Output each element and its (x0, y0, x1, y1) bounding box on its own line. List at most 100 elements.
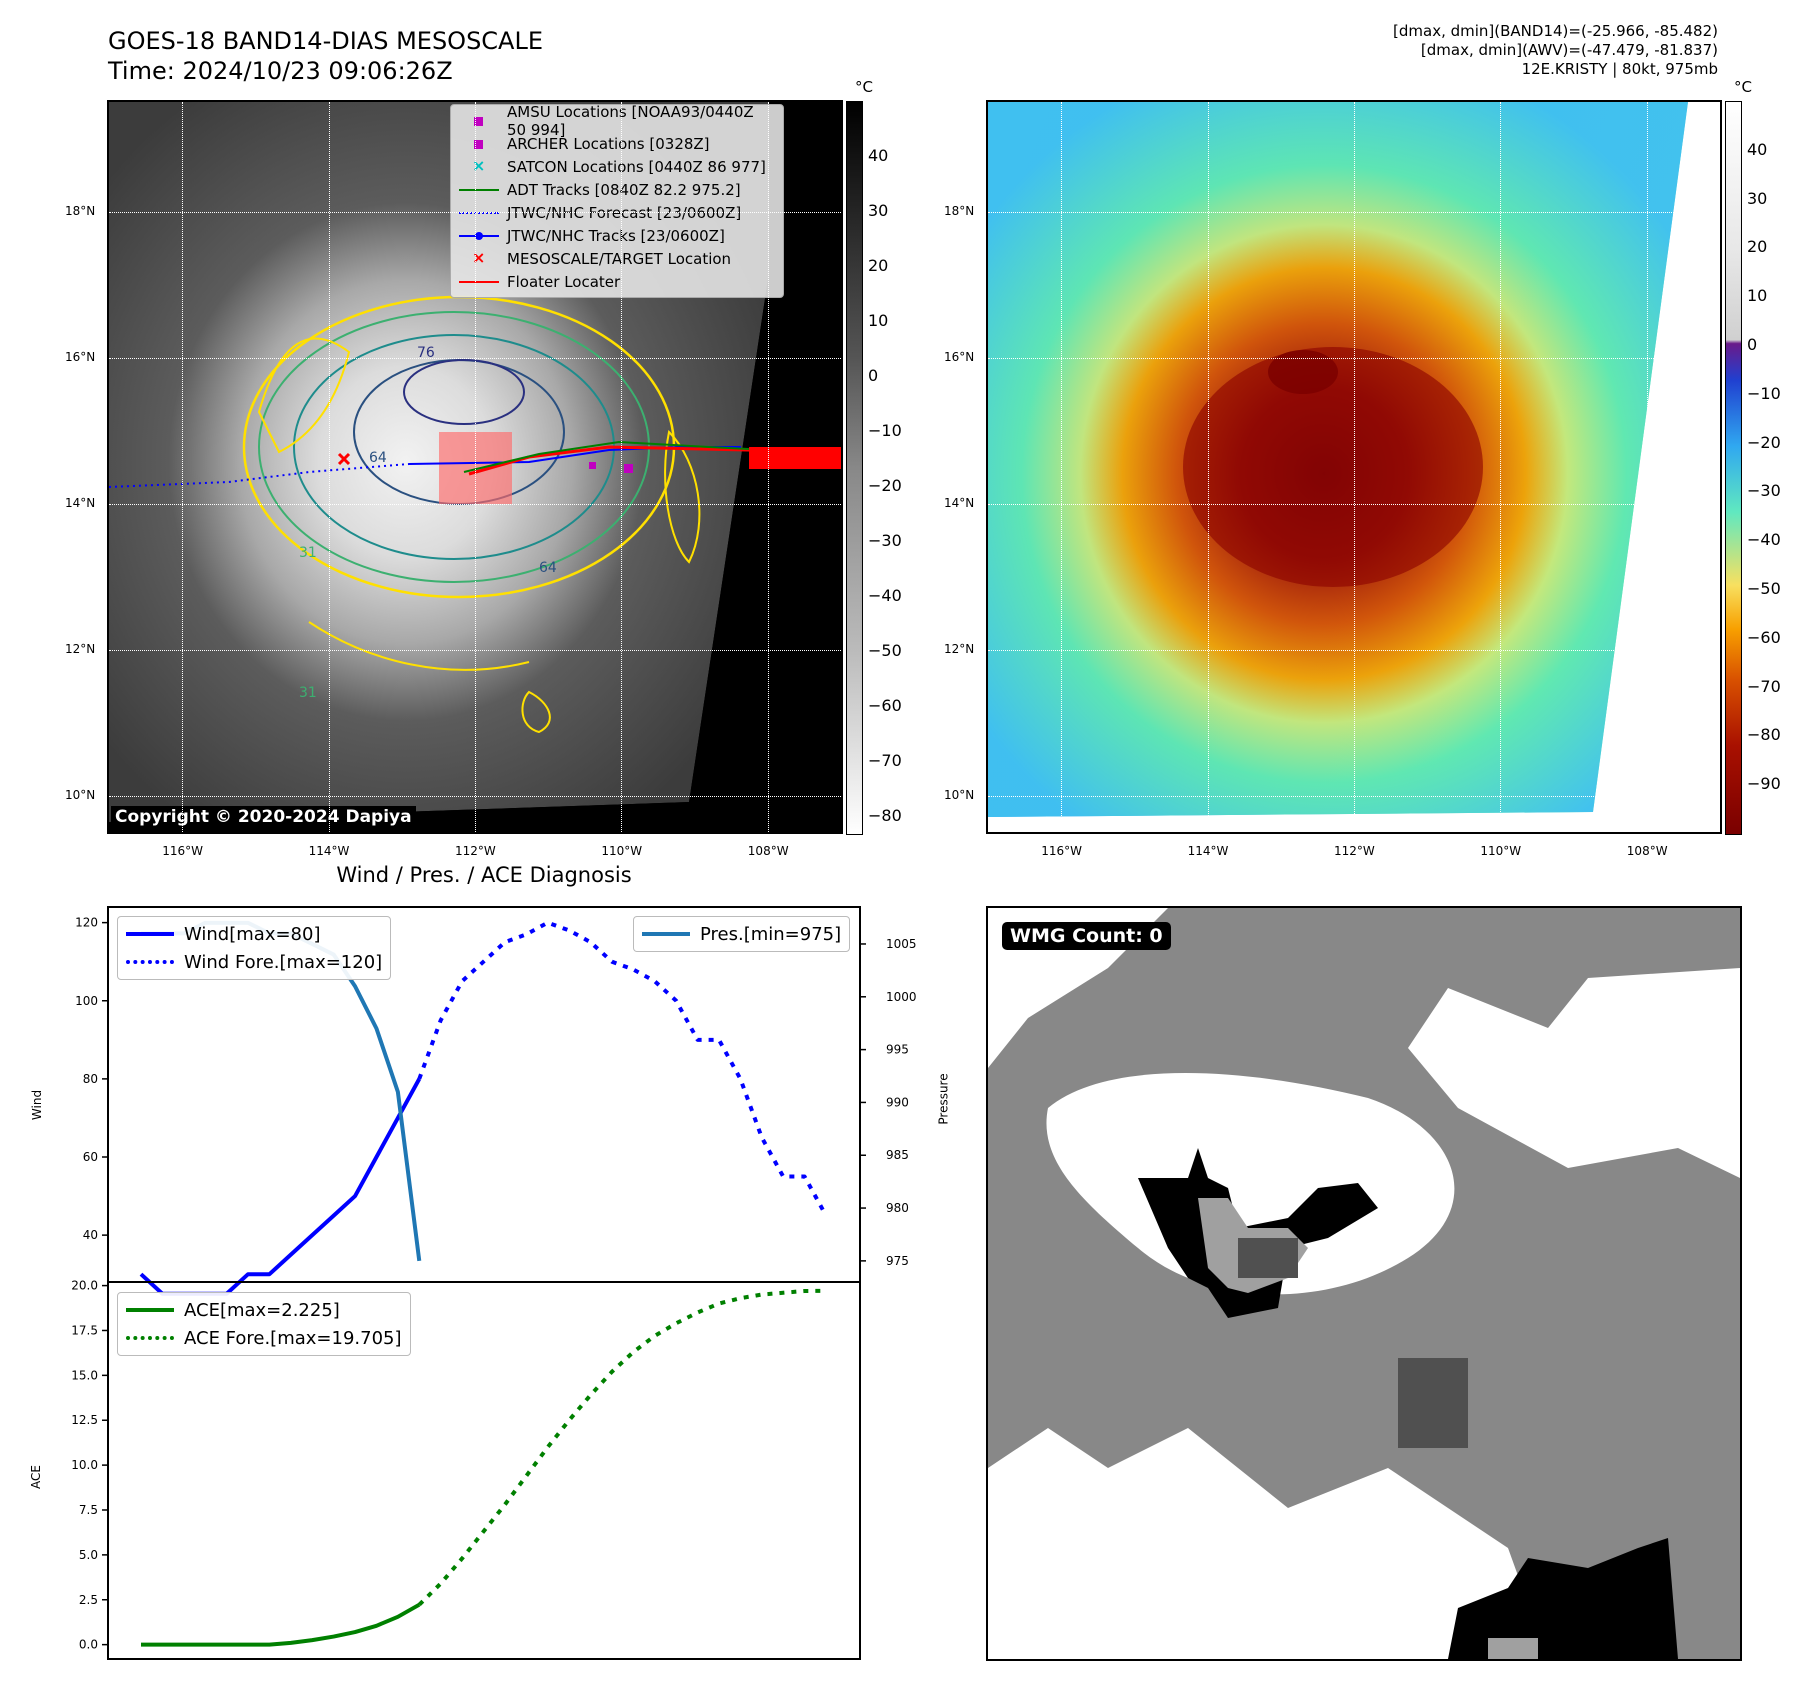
pressure-ytick-label: 990 (886, 1095, 909, 1109)
colorbar-tick-label: −30 (868, 531, 902, 551)
colorbar-tick-label: −70 (1747, 676, 1781, 696)
colorbar-tick-label: −10 (868, 421, 902, 441)
wind-ytick-label: 120 (75, 916, 98, 930)
wind-axis-label: Wind (30, 1089, 45, 1121)
ace-ytick-label: 2.5 (79, 1593, 98, 1607)
legend-marker-icon (459, 205, 499, 221)
wmg-panel: WMG Count: 0 (986, 906, 1742, 1661)
legend-label: SATCON Locations [0440Z 86 977] (507, 157, 766, 176)
ace-frame (107, 1281, 861, 1660)
copyright-label: Copyright © 2020-2024 Dapiya (111, 806, 416, 828)
legend-ace-forecast: ACE Fore.[max=19.705] (126, 1324, 402, 1352)
wind-ytick-label: 80 (83, 1072, 98, 1086)
colorbar-tick-label: −50 (868, 641, 902, 661)
legend-item: ADT Tracks [0840Z 82.2 975.2] (459, 178, 775, 201)
awv-lat-label: 12°N (944, 641, 975, 656)
stats-line-3: 12E.KRISTY | 80kt, 975mb (1521, 60, 1718, 78)
colorbar-tick-label: 0 (1747, 335, 1758, 354)
ace-series-line-1 (417, 1288, 827, 1607)
legend-label: JTWC/NHC Forecast [23/0600Z] (507, 203, 742, 222)
ace-ytick-label: 20.0 (71, 1279, 98, 1293)
ace-ytick-label: 15.0 (71, 1368, 98, 1382)
ir-map-gridlines (109, 102, 841, 832)
main-title: GOES-18 BAND14-DIAS MESOSCALE Time: 2024… (108, 26, 543, 86)
ir-lon-label: 108°W (747, 844, 789, 858)
awv-lon-label: 114°W (1187, 844, 1229, 858)
contour-label-76: 76 (417, 345, 435, 361)
colorbar-tick-label: −30 (1747, 481, 1781, 501)
ir-lat-label: 12°N (65, 641, 96, 656)
pressure-legend: Pres.[min=975] (633, 916, 851, 952)
pressure-ytick-label: 985 (886, 1148, 909, 1162)
wmg-image (988, 908, 1740, 1659)
colorbar-tick-label: 20 (868, 256, 889, 276)
contour-label-64: 64 (369, 450, 387, 466)
colorbar-tick-label: −70 (868, 751, 902, 771)
ir-lat-label: 10°N (65, 787, 96, 802)
colorbar-tick-label: 40 (1747, 139, 1768, 159)
ir-lon-gridline (621, 102, 623, 832)
ir-lon-gridline (182, 102, 184, 832)
color-colorbar-unit: °C (1734, 78, 1752, 96)
awv-lat-label: 16°N (944, 349, 975, 364)
awv-lat-label: 18°N (944, 203, 975, 218)
contour-label-31: 31 (299, 545, 317, 561)
colorbar-tick-label: −50 (1747, 579, 1781, 598)
pressure-axis-label: Pressure (936, 1073, 951, 1125)
awv-lon-label: 112°W (1334, 844, 1375, 858)
wind-ytick-label: 100 (75, 994, 98, 1008)
ir-lon-label: 114°W (308, 844, 350, 858)
colorbar-tick-label: 30 (868, 201, 889, 221)
contour-label-64b: 64 (539, 560, 557, 576)
colorbar-tick-label: 0 (868, 366, 879, 386)
awv-map-image (988, 102, 1688, 817)
colorbar-tick-label: 20 (1747, 237, 1768, 257)
colorbar-tick-label: −20 (868, 476, 902, 496)
stats-line-1: [dmax, dmin](BAND14)=(-25.966, -85.482) (1393, 22, 1718, 40)
legend-label: Floater Locater (507, 272, 621, 291)
pressure-ytick-label: 995 (886, 1043, 909, 1057)
ace-ytick-label: 10.0 (71, 1458, 98, 1472)
ace-ytick-label: 0.0 (79, 1638, 98, 1652)
ir-lat-label: 16°N (65, 349, 96, 364)
awv-lat-label: 14°N (944, 495, 975, 510)
wind-ytick-label: 40 (83, 1228, 98, 1242)
awv-lon-gridline (1500, 102, 1502, 832)
colorbar-tick-label: 40 (868, 146, 889, 166)
legend-marker-icon (459, 182, 499, 198)
colorbar-tick-label: −90 (1747, 774, 1781, 794)
legend-marker-icon (459, 113, 499, 129)
ir-lon-label: 112°W (455, 844, 496, 858)
colorbar-tick-label: −10 (1747, 383, 1781, 403)
legend-marker-icon (459, 274, 499, 290)
legend-label: ARCHER Locations [0328Z] (507, 134, 710, 153)
legend-item: JTWC/NHC Tracks [23/0600Z] (459, 224, 775, 247)
series-line-1 (417, 920, 828, 1217)
legend-wind-forecast: Wind Fore.[max=120] (126, 948, 382, 976)
colorbar-tick-label: −60 (868, 696, 902, 716)
colorbar-tick-label: −80 (868, 806, 902, 826)
colorbar-tick-label: 10 (1747, 286, 1768, 306)
awv-lon-gridline (1061, 102, 1063, 832)
gray-colorbar-unit: °C (855, 78, 873, 96)
awv-lat-label: 10°N (944, 787, 975, 802)
awv-lon-gridline (1207, 102, 1209, 832)
ir-lat-label: 14°N (65, 495, 96, 510)
pressure-ytick-label: 1005 (886, 937, 917, 951)
colorbar-tick-label: −40 (1747, 530, 1781, 550)
awv-lon-label: 116°W (1041, 844, 1082, 858)
ace-ytick-label: 5.0 (79, 1548, 98, 1562)
stats-line-2: [dmax, dmin](AWV)=(-47.479, -81.837) (1420, 41, 1718, 59)
ace-ytick-label: 7.5 (79, 1503, 98, 1517)
legend-label: MESOSCALE/TARGET Location (507, 249, 732, 268)
awv-map-gridlines (988, 102, 1720, 832)
colorbar-tick-label: −20 (1747, 432, 1781, 452)
wind-ytick-label: 60 (83, 1150, 98, 1164)
legend-pressure: Pres.[min=975] (642, 920, 841, 948)
legend-ace: ACE[max=2.225] (126, 1296, 402, 1324)
colorbar-tick-label: 30 (1747, 188, 1768, 208)
ace-series-line-0 (141, 1602, 421, 1647)
legend-item: AMSU Locations [NOAA93/0440Z 50 994] (459, 103, 775, 139)
map-legend: AMSU Locations [NOAA93/0440Z 50 994] ARCH… (450, 103, 784, 298)
contour-label-31b: 31 (299, 685, 317, 701)
